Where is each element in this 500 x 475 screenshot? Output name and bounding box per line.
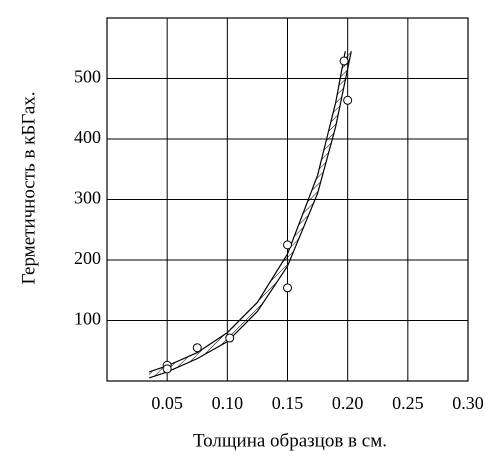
y-tick-label: 500: [74, 67, 101, 87]
data-point: [339, 56, 349, 66]
x-tick-label: 0.10: [212, 393, 244, 413]
x-tick-label: 0.25: [392, 393, 424, 413]
data-point: [192, 343, 202, 353]
x-axis-label: Толщина образцов в см.: [193, 430, 387, 451]
data-point: [225, 333, 235, 343]
y-axis-label: Герметичность в кБГах.: [18, 91, 39, 284]
data-point: [283, 240, 292, 250]
x-tick-label: 0.05: [151, 393, 183, 413]
curve: [148, 51, 346, 373]
x-tick-label: 0.30: [452, 393, 484, 413]
y-tick-label: 100: [74, 309, 101, 329]
y-tick-label: 400: [74, 127, 101, 147]
x-tick-label: 0.15: [272, 393, 304, 413]
data-point: [343, 95, 353, 105]
y-tick-label: 200: [74, 248, 101, 268]
data-point: [283, 283, 292, 293]
curve: [148, 51, 352, 379]
data-point: [162, 364, 172, 374]
x-tick-label: 0.20: [332, 393, 364, 413]
band-hatch: [149, 51, 352, 378]
y-tick-label: 300: [74, 188, 101, 208]
